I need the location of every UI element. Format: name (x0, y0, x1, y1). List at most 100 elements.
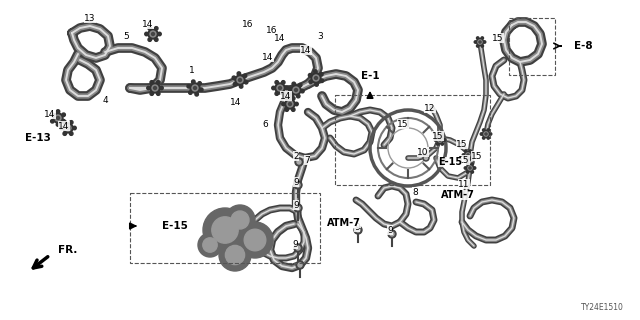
Circle shape (314, 76, 317, 79)
Text: 1: 1 (189, 66, 195, 75)
Circle shape (67, 126, 70, 130)
Text: 8: 8 (412, 188, 418, 196)
Circle shape (231, 211, 249, 229)
Circle shape (474, 41, 477, 43)
Circle shape (277, 85, 283, 91)
Circle shape (291, 85, 301, 95)
Circle shape (56, 116, 60, 119)
Text: 4: 4 (102, 95, 108, 105)
Bar (130, 193, 320, 263)
Circle shape (483, 41, 486, 43)
Circle shape (469, 167, 471, 169)
Circle shape (296, 183, 300, 187)
Circle shape (477, 37, 479, 39)
Circle shape (467, 164, 474, 172)
Circle shape (62, 119, 65, 123)
Circle shape (275, 81, 278, 84)
Circle shape (490, 133, 492, 135)
Circle shape (314, 70, 317, 73)
Circle shape (160, 86, 163, 90)
Circle shape (320, 79, 324, 83)
Circle shape (468, 166, 472, 170)
Circle shape (203, 238, 217, 252)
Circle shape (294, 89, 298, 92)
Circle shape (195, 92, 198, 96)
Circle shape (63, 123, 73, 133)
Circle shape (244, 80, 248, 84)
Text: 14: 14 (58, 122, 70, 131)
Circle shape (65, 125, 71, 131)
Circle shape (154, 27, 158, 30)
Text: FR.: FR. (58, 245, 77, 255)
Circle shape (154, 86, 157, 90)
Text: 9: 9 (293, 201, 299, 210)
Circle shape (282, 92, 285, 95)
Circle shape (423, 155, 429, 161)
Circle shape (295, 158, 303, 166)
Circle shape (150, 31, 156, 37)
Circle shape (243, 74, 247, 77)
Circle shape (293, 87, 299, 93)
Circle shape (152, 33, 154, 36)
Text: E-13: E-13 (25, 133, 51, 143)
Circle shape (63, 132, 67, 135)
Circle shape (483, 131, 490, 138)
Circle shape (291, 108, 295, 111)
Circle shape (70, 132, 73, 135)
Circle shape (469, 158, 472, 160)
Circle shape (148, 29, 158, 39)
Circle shape (150, 92, 154, 95)
Circle shape (148, 38, 152, 41)
Circle shape (237, 72, 241, 75)
Circle shape (434, 139, 436, 141)
Circle shape (154, 38, 158, 41)
Text: E-15: E-15 (438, 157, 462, 167)
Circle shape (51, 113, 54, 116)
Text: 9: 9 (387, 226, 393, 235)
Circle shape (147, 86, 150, 90)
Circle shape (191, 80, 195, 84)
Circle shape (483, 129, 485, 131)
Circle shape (292, 82, 296, 86)
Circle shape (388, 230, 396, 238)
Circle shape (298, 263, 302, 267)
Text: 15: 15 (492, 34, 504, 43)
Text: 14: 14 (230, 98, 242, 107)
Circle shape (282, 81, 285, 84)
Circle shape (354, 226, 362, 234)
Text: 15: 15 (458, 156, 470, 164)
Circle shape (296, 94, 300, 98)
Circle shape (187, 84, 191, 88)
Text: 13: 13 (84, 13, 96, 22)
Circle shape (73, 126, 76, 130)
Circle shape (390, 232, 394, 236)
Circle shape (237, 77, 243, 83)
Circle shape (301, 89, 304, 93)
Circle shape (477, 38, 483, 45)
Text: 14: 14 (262, 52, 274, 61)
Text: 9: 9 (354, 222, 360, 231)
Circle shape (474, 167, 476, 169)
Circle shape (481, 37, 483, 39)
Text: E-15: E-15 (162, 221, 188, 231)
Text: 5: 5 (123, 31, 129, 41)
Circle shape (294, 244, 302, 252)
Circle shape (469, 150, 472, 152)
Circle shape (462, 154, 465, 156)
Text: 7: 7 (304, 156, 310, 164)
Text: 12: 12 (424, 103, 436, 113)
Circle shape (467, 154, 469, 156)
Circle shape (313, 75, 319, 81)
Circle shape (441, 143, 444, 145)
Circle shape (465, 158, 467, 160)
Circle shape (232, 76, 236, 80)
Text: E-1: E-1 (361, 71, 380, 81)
Circle shape (225, 205, 255, 235)
Circle shape (235, 75, 245, 85)
Circle shape (233, 83, 237, 86)
Text: 3: 3 (317, 31, 323, 41)
Circle shape (148, 27, 152, 30)
Circle shape (465, 151, 472, 158)
Circle shape (56, 110, 60, 113)
Circle shape (62, 113, 65, 116)
